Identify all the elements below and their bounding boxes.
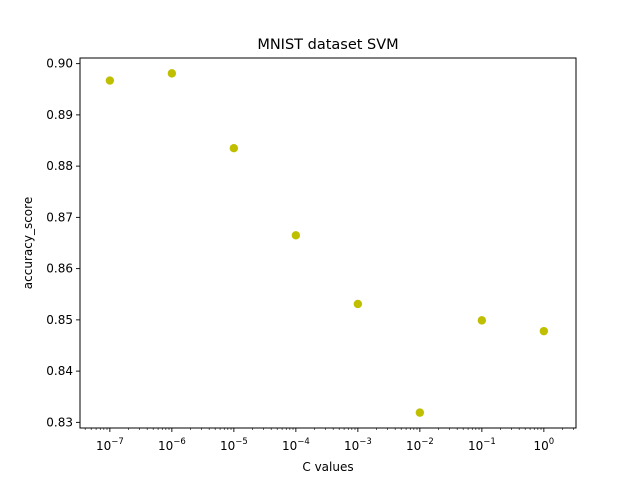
y-tick-label: 0.89 bbox=[46, 108, 73, 122]
plot-frame bbox=[79, 57, 577, 429]
data-point bbox=[539, 326, 549, 336]
data-point bbox=[167, 69, 177, 78]
y-tick-label: 0.90 bbox=[46, 57, 73, 71]
x-tick-label: 10−5 bbox=[220, 437, 248, 453]
x-tick-label: 10−6 bbox=[158, 437, 186, 453]
y-tick-label: 0.86 bbox=[46, 262, 73, 276]
x-tick-label: 10−1 bbox=[468, 437, 496, 453]
data-point bbox=[229, 143, 239, 153]
chart-title: MNIST dataset SVM bbox=[257, 37, 398, 53]
data-point bbox=[415, 408, 425, 417]
data-point bbox=[105, 76, 115, 85]
y-tick-label: 0.84 bbox=[46, 364, 73, 378]
data-point bbox=[353, 299, 363, 309]
x-tick-label: 10−3 bbox=[344, 437, 372, 453]
x-tick-label: 10−2 bbox=[406, 437, 434, 453]
data-point bbox=[291, 231, 301, 240]
y-tick-label: 0.88 bbox=[46, 159, 73, 173]
y-axis: 0.83 0.84 0.85 0.86 0.87 0.88 0.89 0.90 bbox=[46, 57, 80, 429]
data-point bbox=[477, 316, 487, 325]
data-points bbox=[105, 69, 549, 417]
y-axis-label: accuracy_score bbox=[21, 197, 35, 289]
x-axis-label: C values bbox=[302, 460, 353, 474]
x-tick-label: 100 bbox=[534, 437, 555, 453]
x-tick-label: 10−7 bbox=[96, 437, 124, 453]
y-tick-label: 0.87 bbox=[46, 210, 73, 224]
x-axis: 10−7 10−6 10−5 10−4 10−3 10−2 10−1 100 bbox=[84, 428, 574, 453]
y-tick-label: 0.85 bbox=[46, 313, 73, 327]
x-tick-label: 10−4 bbox=[282, 437, 310, 453]
y-tick-label: 0.83 bbox=[46, 415, 73, 429]
